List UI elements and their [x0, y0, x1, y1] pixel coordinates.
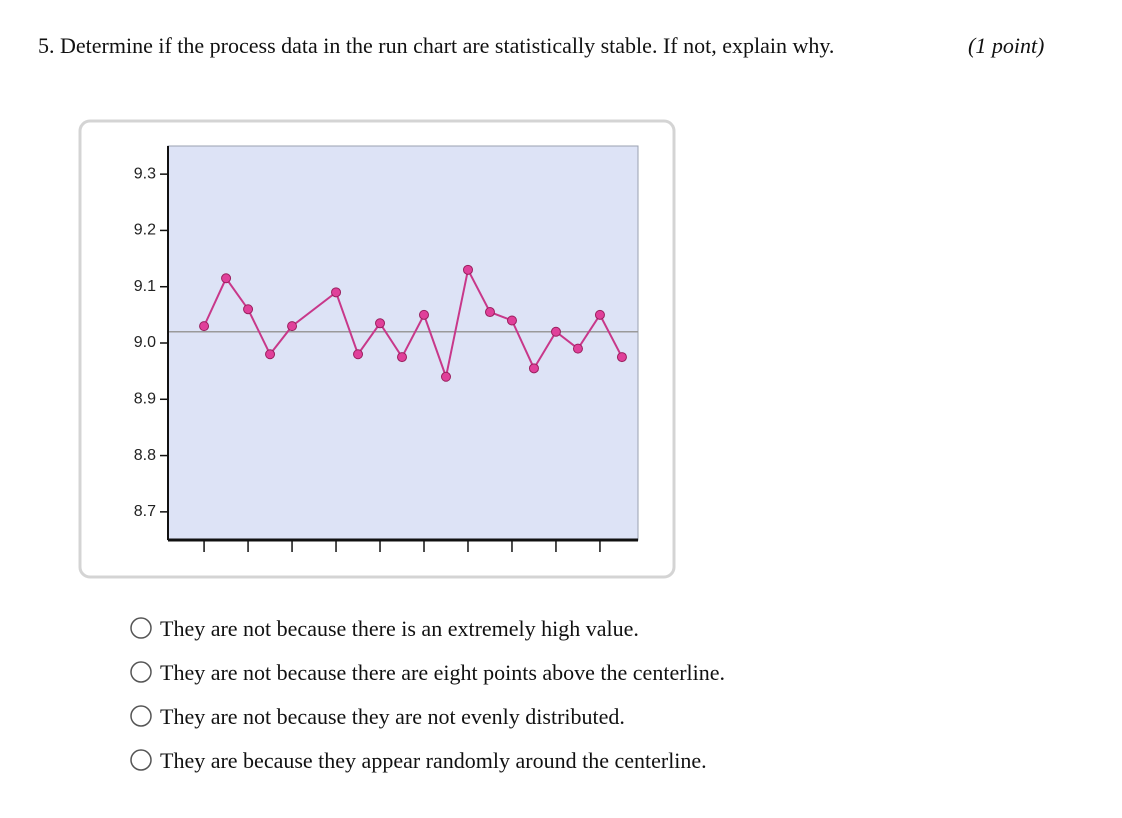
data-point — [462, 264, 473, 275]
y-tick-label: 9.3 — [134, 165, 156, 182]
data-point — [419, 309, 430, 320]
radio-button[interactable] — [130, 749, 152, 771]
data-point — [375, 318, 386, 329]
data-point — [287, 321, 298, 332]
data-point — [199, 321, 210, 332]
plot-area — [167, 145, 639, 541]
data-point — [550, 326, 561, 337]
y-tick-label: 8.7 — [134, 503, 156, 520]
data-point — [331, 287, 342, 298]
y-tick-label: 9.1 — [134, 278, 156, 295]
data-point — [616, 352, 627, 363]
y-tick-label: 8.9 — [134, 391, 156, 408]
y-tick-label: 9.0 — [134, 334, 156, 351]
option-label[interactable]: They are not because there is an extreme… — [160, 616, 639, 641]
option-label[interactable]: They are not because they are not evenly… — [160, 704, 625, 729]
option-label[interactable]: They are because they appear randomly ar… — [160, 748, 707, 773]
radio-button[interactable] — [130, 705, 152, 727]
data-point — [353, 349, 364, 360]
option-label[interactable]: They are not because there are eight poi… — [160, 660, 725, 685]
data-point — [506, 315, 517, 326]
question-text: 5. Determine if the process data in the … — [38, 33, 834, 58]
question-points: (1 point) — [968, 33, 1044, 58]
data-point — [528, 363, 539, 374]
radio-button[interactable] — [130, 661, 152, 683]
data-point — [440, 371, 451, 382]
y-tick-label: 9.2 — [134, 222, 156, 239]
data-point — [265, 349, 276, 360]
data-point — [484, 307, 495, 318]
y-tick-label: 8.8 — [134, 447, 156, 464]
data-point — [572, 343, 583, 354]
radio-button[interactable] — [130, 617, 152, 639]
data-point — [243, 304, 254, 315]
data-point — [397, 352, 408, 363]
data-point — [221, 273, 232, 284]
data-point — [594, 309, 605, 320]
